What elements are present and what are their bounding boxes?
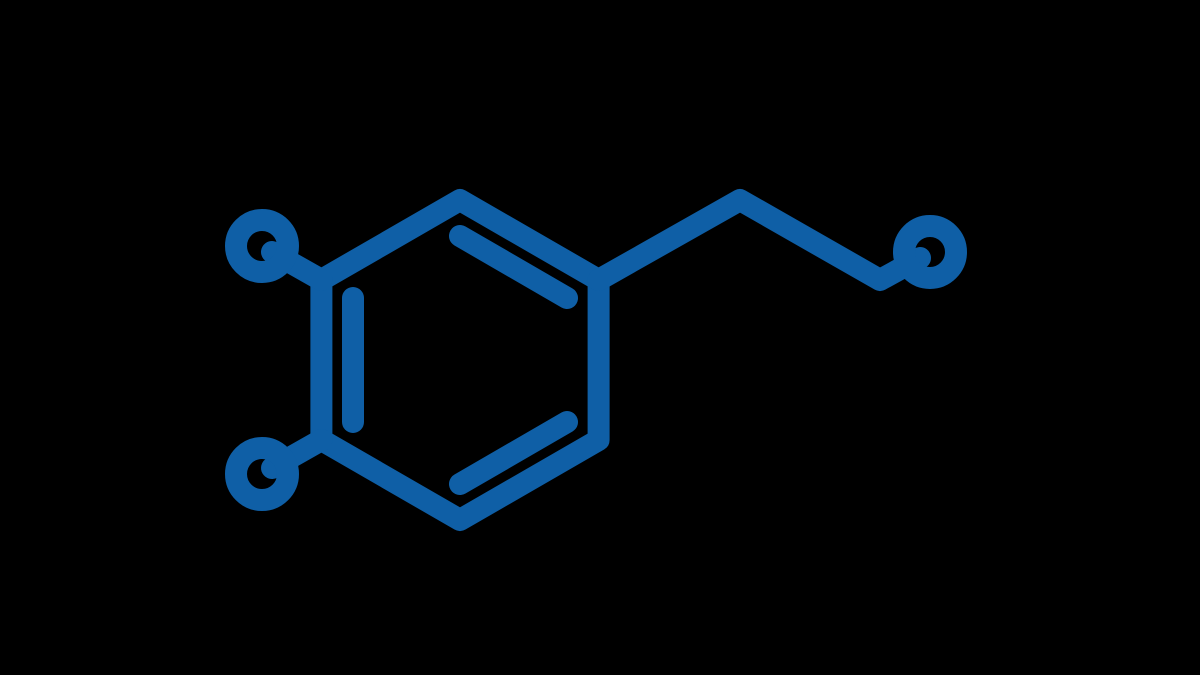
amine-atom (904, 226, 956, 278)
molecule-diagram (0, 0, 1200, 675)
molecule-group (236, 200, 956, 520)
oh-atom-top (236, 220, 288, 272)
ethyl-chain (599, 200, 920, 280)
oh-atom-bottom (236, 448, 288, 500)
